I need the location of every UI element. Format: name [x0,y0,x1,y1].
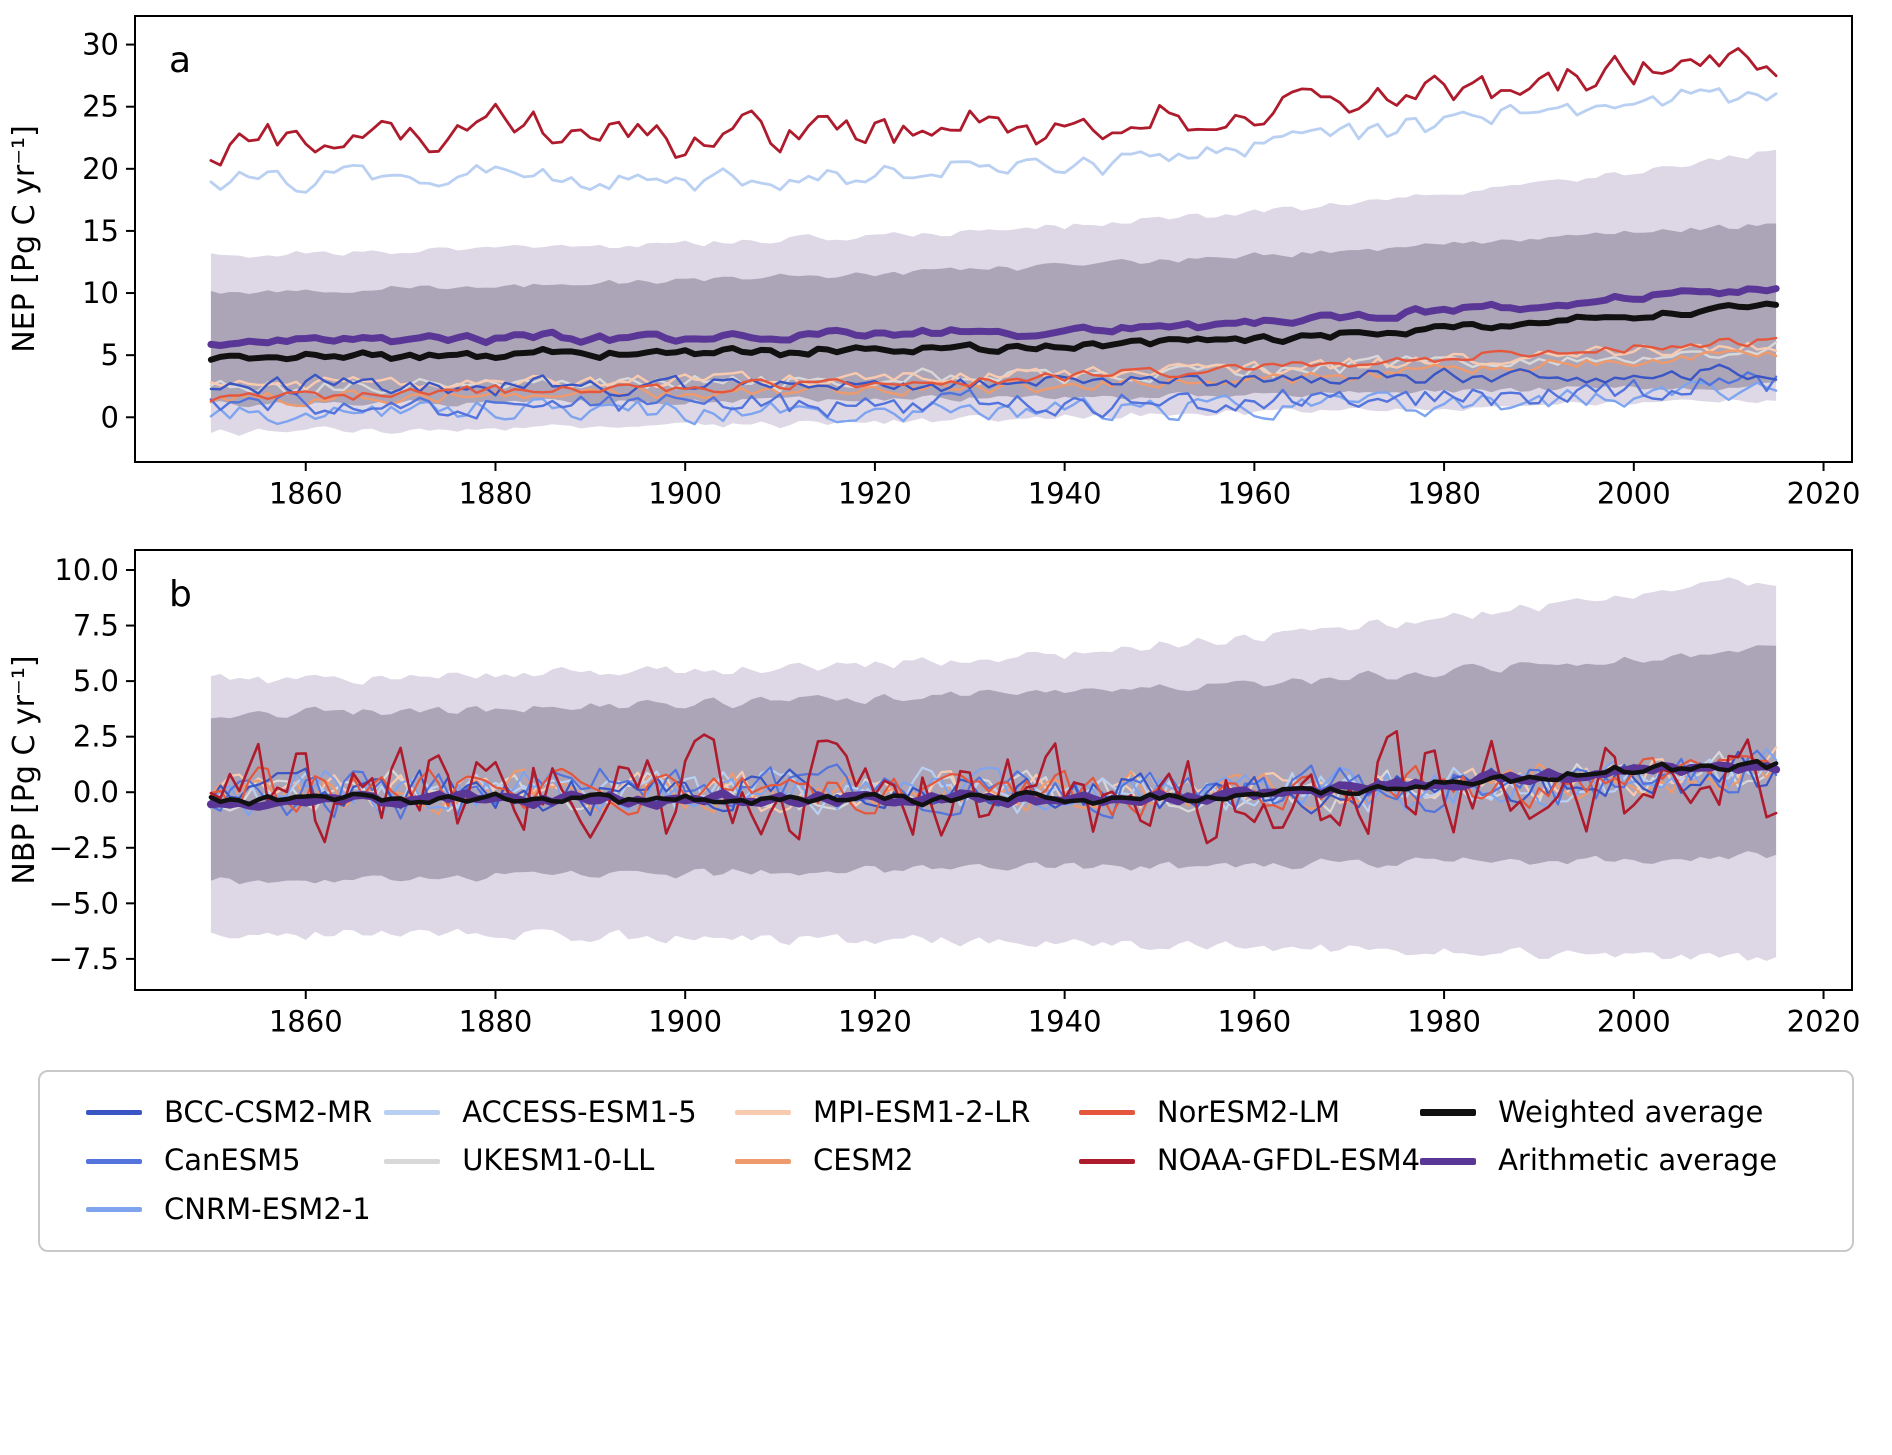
y-axis-label: NEP [Pg C yr⁻¹] [7,125,42,353]
plot-area [206,577,1781,961]
x-tick-label: 1880 [459,1005,533,1039]
band-inner-spread [210,645,1777,885]
nbp-panel-chart: 1860 1880 1900 1920 1940 1960 1980 2000 2020 −7.5… [7,549,1861,1039]
x-tick-label: 1900 [648,477,722,511]
legend-item-noresm2-lm: NorESM2-LM [1078,1095,1420,1129]
x-tick-label: 2000 [1597,1005,1671,1039]
ukesm1-0-ll-line-swatch [384,1158,441,1164]
series-noaa-gfdl-esm4 [209,730,1778,845]
bcc-csm2-mr-line-swatch [86,1110,142,1116]
legend-label: BCC-CSM2-MR [164,1095,373,1129]
legend-item-bcc-csm2-mr: BCC-CSM2-MR [86,1095,384,1129]
series-bcc-csm2-mr [209,363,1778,398]
y-tick-label: −7.5 [49,942,119,976]
x-tick-label: 2000 [1597,477,1671,511]
access-esm1-5-line-swatch [384,1110,441,1116]
legend-column-5: Weighted average Arithmetic average [1420,1095,1806,1226]
legend-column-2: ACCESS-ESM1-5 UKESM1-0-LL [384,1095,735,1226]
legend-label: UKESM1-0-LL [462,1143,655,1178]
noresm2-lm-line-swatch [1078,1110,1135,1116]
legend-item-access-esm1-5: ACCESS-ESM1-5 [384,1095,735,1129]
series-arithmetic-average [207,285,1780,349]
panel-label: a [169,40,191,81]
legend-item-mpi-esm1-2-lr: MPI-ESM1-2-LR [735,1095,1079,1129]
y-tick-label: 0.0 [73,775,119,809]
x-tick-label: 1940 [1028,477,1102,511]
x-tick-label: 1880 [459,477,533,511]
y-tick-label: 20 [82,152,119,186]
x-tick-label: 1960 [1217,1005,1291,1039]
series-ukesm1-0-ll [209,341,1778,395]
legend-item-arithmetic-average: Arithmetic average [1420,1143,1806,1178]
legend-column-1: BCC-CSM2-MR CanESM5 CNRM-ESM2-1 [86,1095,384,1226]
x-tick-label: 1900 [648,1005,722,1039]
cnrm-esm2-1-line-swatch [86,1206,142,1212]
legend-label: NOAA-GFDL-ESM4 [1156,1143,1421,1178]
series-mpi-esm1-2-lr [209,341,1778,391]
y-tick-label: 30 [82,28,119,62]
y-tick-label: −2.5 [49,831,119,865]
x-tick-label: 2020 [1787,477,1861,511]
y-tick-label: 10 [82,276,119,310]
panel-label: b [169,574,192,615]
legend-label: ACCESS-ESM1-5 [462,1095,697,1129]
x-tick-label: 1920 [838,1005,912,1039]
weighted-average-line-swatch [1420,1109,1477,1117]
y-axis-label: NBP [Pg C yr⁻¹] [7,655,42,884]
series-cnrm-esm2-1 [209,380,1778,426]
series-canesm5 [209,371,1778,420]
series-weighted-average [207,300,1780,363]
x-tick-label: 1920 [838,477,912,511]
y-tick-label: 10.0 [54,553,119,587]
legend-item-cesm2: CESM2 [735,1143,1079,1178]
x-tick-label: 1940 [1028,1005,1102,1039]
noaa-gfdl-esm4-line-swatch [1078,1158,1135,1164]
legend-label: CNRM-ESM2-1 [164,1191,371,1226]
x-tick-label: 1980 [1407,477,1481,511]
legend-item-noaa-gfdl-esm4: NOAA-GFDL-ESM4 [1078,1143,1421,1178]
legend-column-4: NorESM2-LM NOAA-GFDL-ESM4 [1078,1095,1421,1226]
axes-frame [134,549,1853,991]
legend-label: NorESM2-LM [1156,1095,1341,1129]
mpi-esm1-2-lr-line-swatch [735,1110,792,1116]
y-tick-label: 5 [101,338,119,372]
x-tick-label: 1860 [269,477,343,511]
series-weighted-average [208,758,1779,808]
legend-label: Weighted average [1498,1095,1764,1129]
x-tick-label: 1980 [1407,1005,1481,1039]
series-noaa-gfdl-esm4 [209,47,1778,167]
axes-frame [134,15,1853,463]
arithmetic-average-line-swatch [1420,1157,1477,1165]
legend-label: Arithmetic average [1498,1143,1778,1178]
y-tick-label: 7.5 [73,609,119,643]
legend-item-ukesm1-0-ll: UKESM1-0-LL [384,1143,735,1178]
legend-label: CanESM5 [164,1143,301,1178]
nep-panel-chart: 1860 1880 1900 1920 1940 1960 1980 2000 2020 0 5 10… [7,15,1861,511]
cesm2-line-swatch [735,1158,792,1164]
canesm5-line-swatch [86,1158,142,1164]
legend-item-weighted-average: Weighted average [1420,1095,1806,1129]
series-noresm2-lm [209,336,1778,402]
y-tick-label: 25 [82,90,119,124]
legend-label: CESM2 [813,1143,914,1178]
y-tick-label: 0 [101,400,119,434]
y-tick-label: −5.0 [49,886,119,920]
legend-item-canesm5: CanESM5 [86,1143,384,1178]
y-tick-label: 2.5 [73,720,119,754]
legend: BCC-CSM2-MR CanESM5 CNRM-ESM2-1 ACCESS-E… [38,1070,1854,1253]
legend-item-cnrm-esm2-1: CNRM-ESM2-1 [86,1191,384,1226]
x-tick-label: 1960 [1217,477,1291,511]
y-tick-label: 15 [82,214,119,248]
y-tick-label: 5.0 [73,664,119,698]
legend-column-3: MPI-ESM1-2-LR CESM2 [735,1095,1079,1226]
plot-area [207,47,1780,436]
legend-label: MPI-ESM1-2-LR [813,1095,1031,1129]
x-tick-label: 1860 [269,1005,343,1039]
x-tick-label: 2020 [1787,1005,1861,1039]
series-access-esm1-5 [209,87,1778,194]
